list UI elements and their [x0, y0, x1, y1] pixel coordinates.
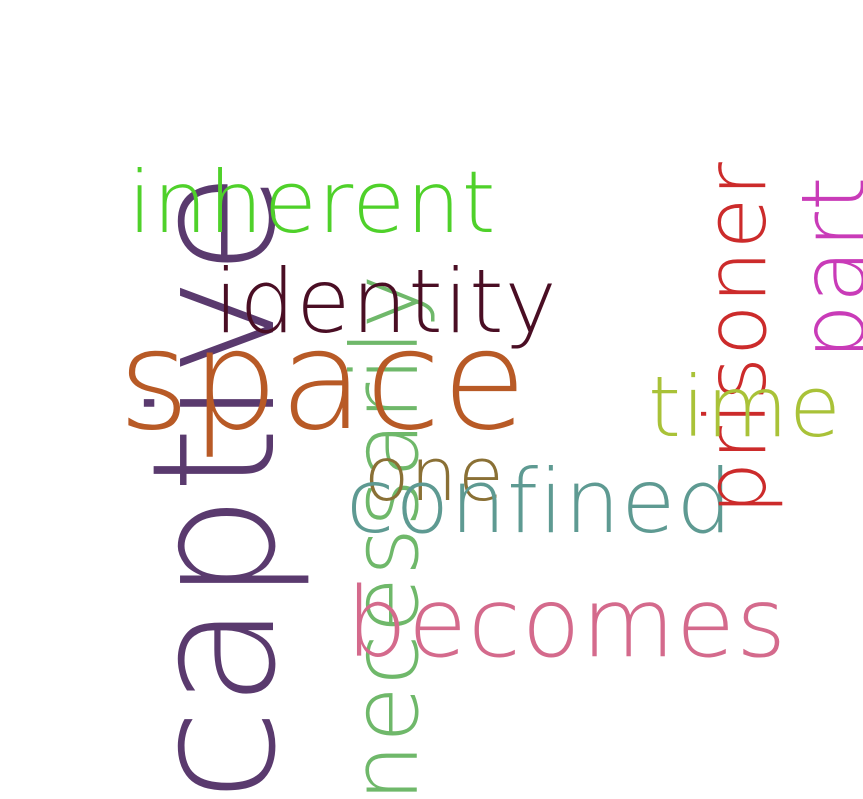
word-part: part: [782, 175, 863, 360]
word-space: space: [118, 300, 528, 461]
word-becomes: becomes: [346, 567, 788, 679]
word-identity: identity: [214, 250, 558, 353]
word-confined: confined: [346, 450, 734, 553]
word-one: one: [364, 432, 505, 518]
word-inherent: inherent: [128, 153, 497, 253]
word-time: time: [648, 358, 842, 456]
word-prisoner: prisoner: [687, 161, 785, 515]
